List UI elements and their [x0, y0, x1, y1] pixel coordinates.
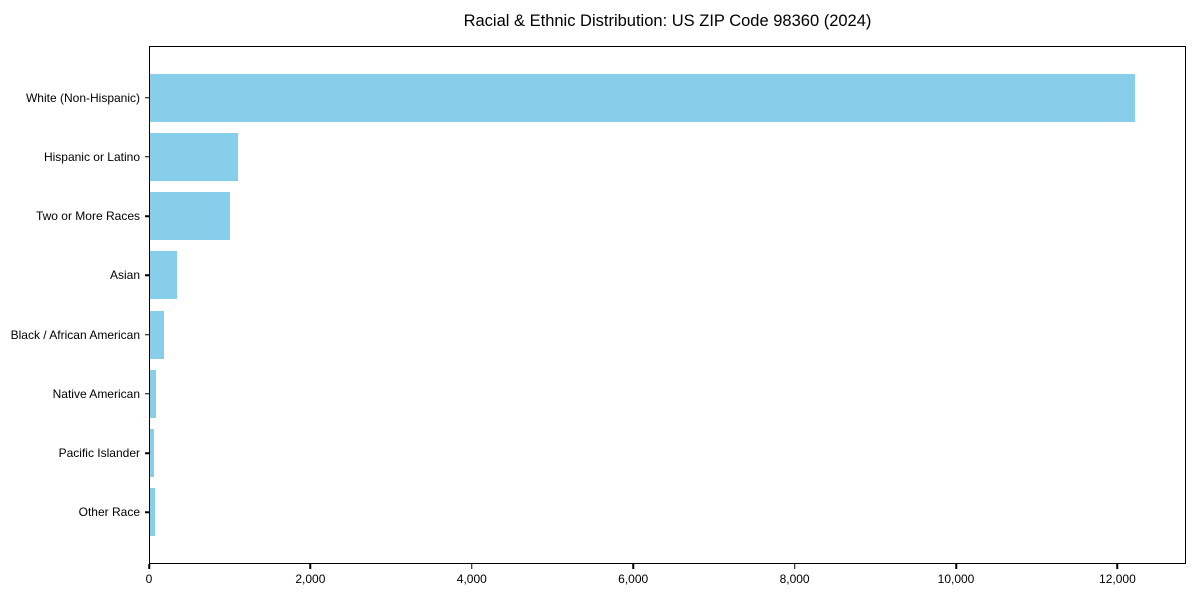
x-tick-mark	[1116, 564, 1119, 569]
y-tick-label: Other Race	[78, 505, 140, 520]
bar-row: Black / African American	[11, 305, 1185, 364]
bar-row: White (Non-Hispanic)	[26, 68, 1185, 127]
bar	[150, 369, 156, 418]
bar-row: Two or More Races	[36, 187, 1185, 246]
y-tick-mark	[144, 333, 150, 336]
y-tick-label: Pacific Islander	[58, 446, 140, 461]
y-tick-label: Black / African American	[10, 327, 140, 342]
bar	[150, 488, 155, 537]
x-tick-mark	[955, 564, 957, 569]
y-tick-mark	[144, 393, 150, 395]
bar-row: Asian	[110, 246, 1185, 305]
x-tick-mark	[471, 564, 473, 569]
x-tick-label: 8,000	[779, 572, 810, 586]
x-axis: 0 2,000 4,000 6,000 8,000 10,000 12,000	[145, 564, 1186, 594]
y-tick-mark	[144, 215, 150, 217]
x-tick-label: 0	[145, 572, 153, 586]
bar	[150, 132, 238, 181]
x-tick-mark	[793, 564, 796, 569]
x-tick-label: 2,000	[295, 572, 326, 586]
y-tick-label: Two or More Races	[35, 209, 140, 224]
bar	[150, 429, 155, 478]
x-tick-mark	[632, 564, 634, 569]
bar-row: Pacific Islander	[59, 424, 1185, 483]
bar	[150, 73, 1136, 122]
y-tick-label: White (Non-Hispanic)	[25, 90, 140, 105]
x-tick-label: 4,000	[456, 572, 487, 586]
y-tick-label: Native American	[52, 386, 140, 401]
y-tick-label: Hispanic or Latino	[43, 149, 140, 164]
y-tick-mark	[144, 274, 150, 277]
bar-row: Hispanic or Latino	[44, 127, 1185, 186]
y-tick-label: Asian	[109, 268, 140, 283]
y-tick-mark	[144, 156, 150, 158]
x-tick-label: 12,000	[1099, 572, 1136, 586]
chart-title: Racial & Ethnic Distribution: US ZIP Cod…	[463, 12, 872, 30]
bar-row: Native American	[53, 364, 1185, 423]
bar-row: Other Race	[79, 483, 1185, 542]
x-tick-mark	[309, 564, 312, 569]
bar	[150, 251, 178, 300]
bar	[150, 310, 165, 359]
x-tick-mark	[148, 564, 150, 569]
x-tick-label: 10,000	[937, 572, 975, 586]
y-tick-mark	[144, 511, 150, 514]
plot-area: White (Non-Hispanic) Hispanic or Latino Tw…	[11, 46, 1186, 564]
y-tick-mark	[144, 96, 150, 99]
bars-container: White (Non-Hispanic) Hispanic or Latino Tw…	[11, 47, 1185, 563]
y-tick-mark	[144, 452, 150, 454]
bar	[150, 192, 230, 241]
x-tick-label: 6,000	[618, 572, 649, 586]
